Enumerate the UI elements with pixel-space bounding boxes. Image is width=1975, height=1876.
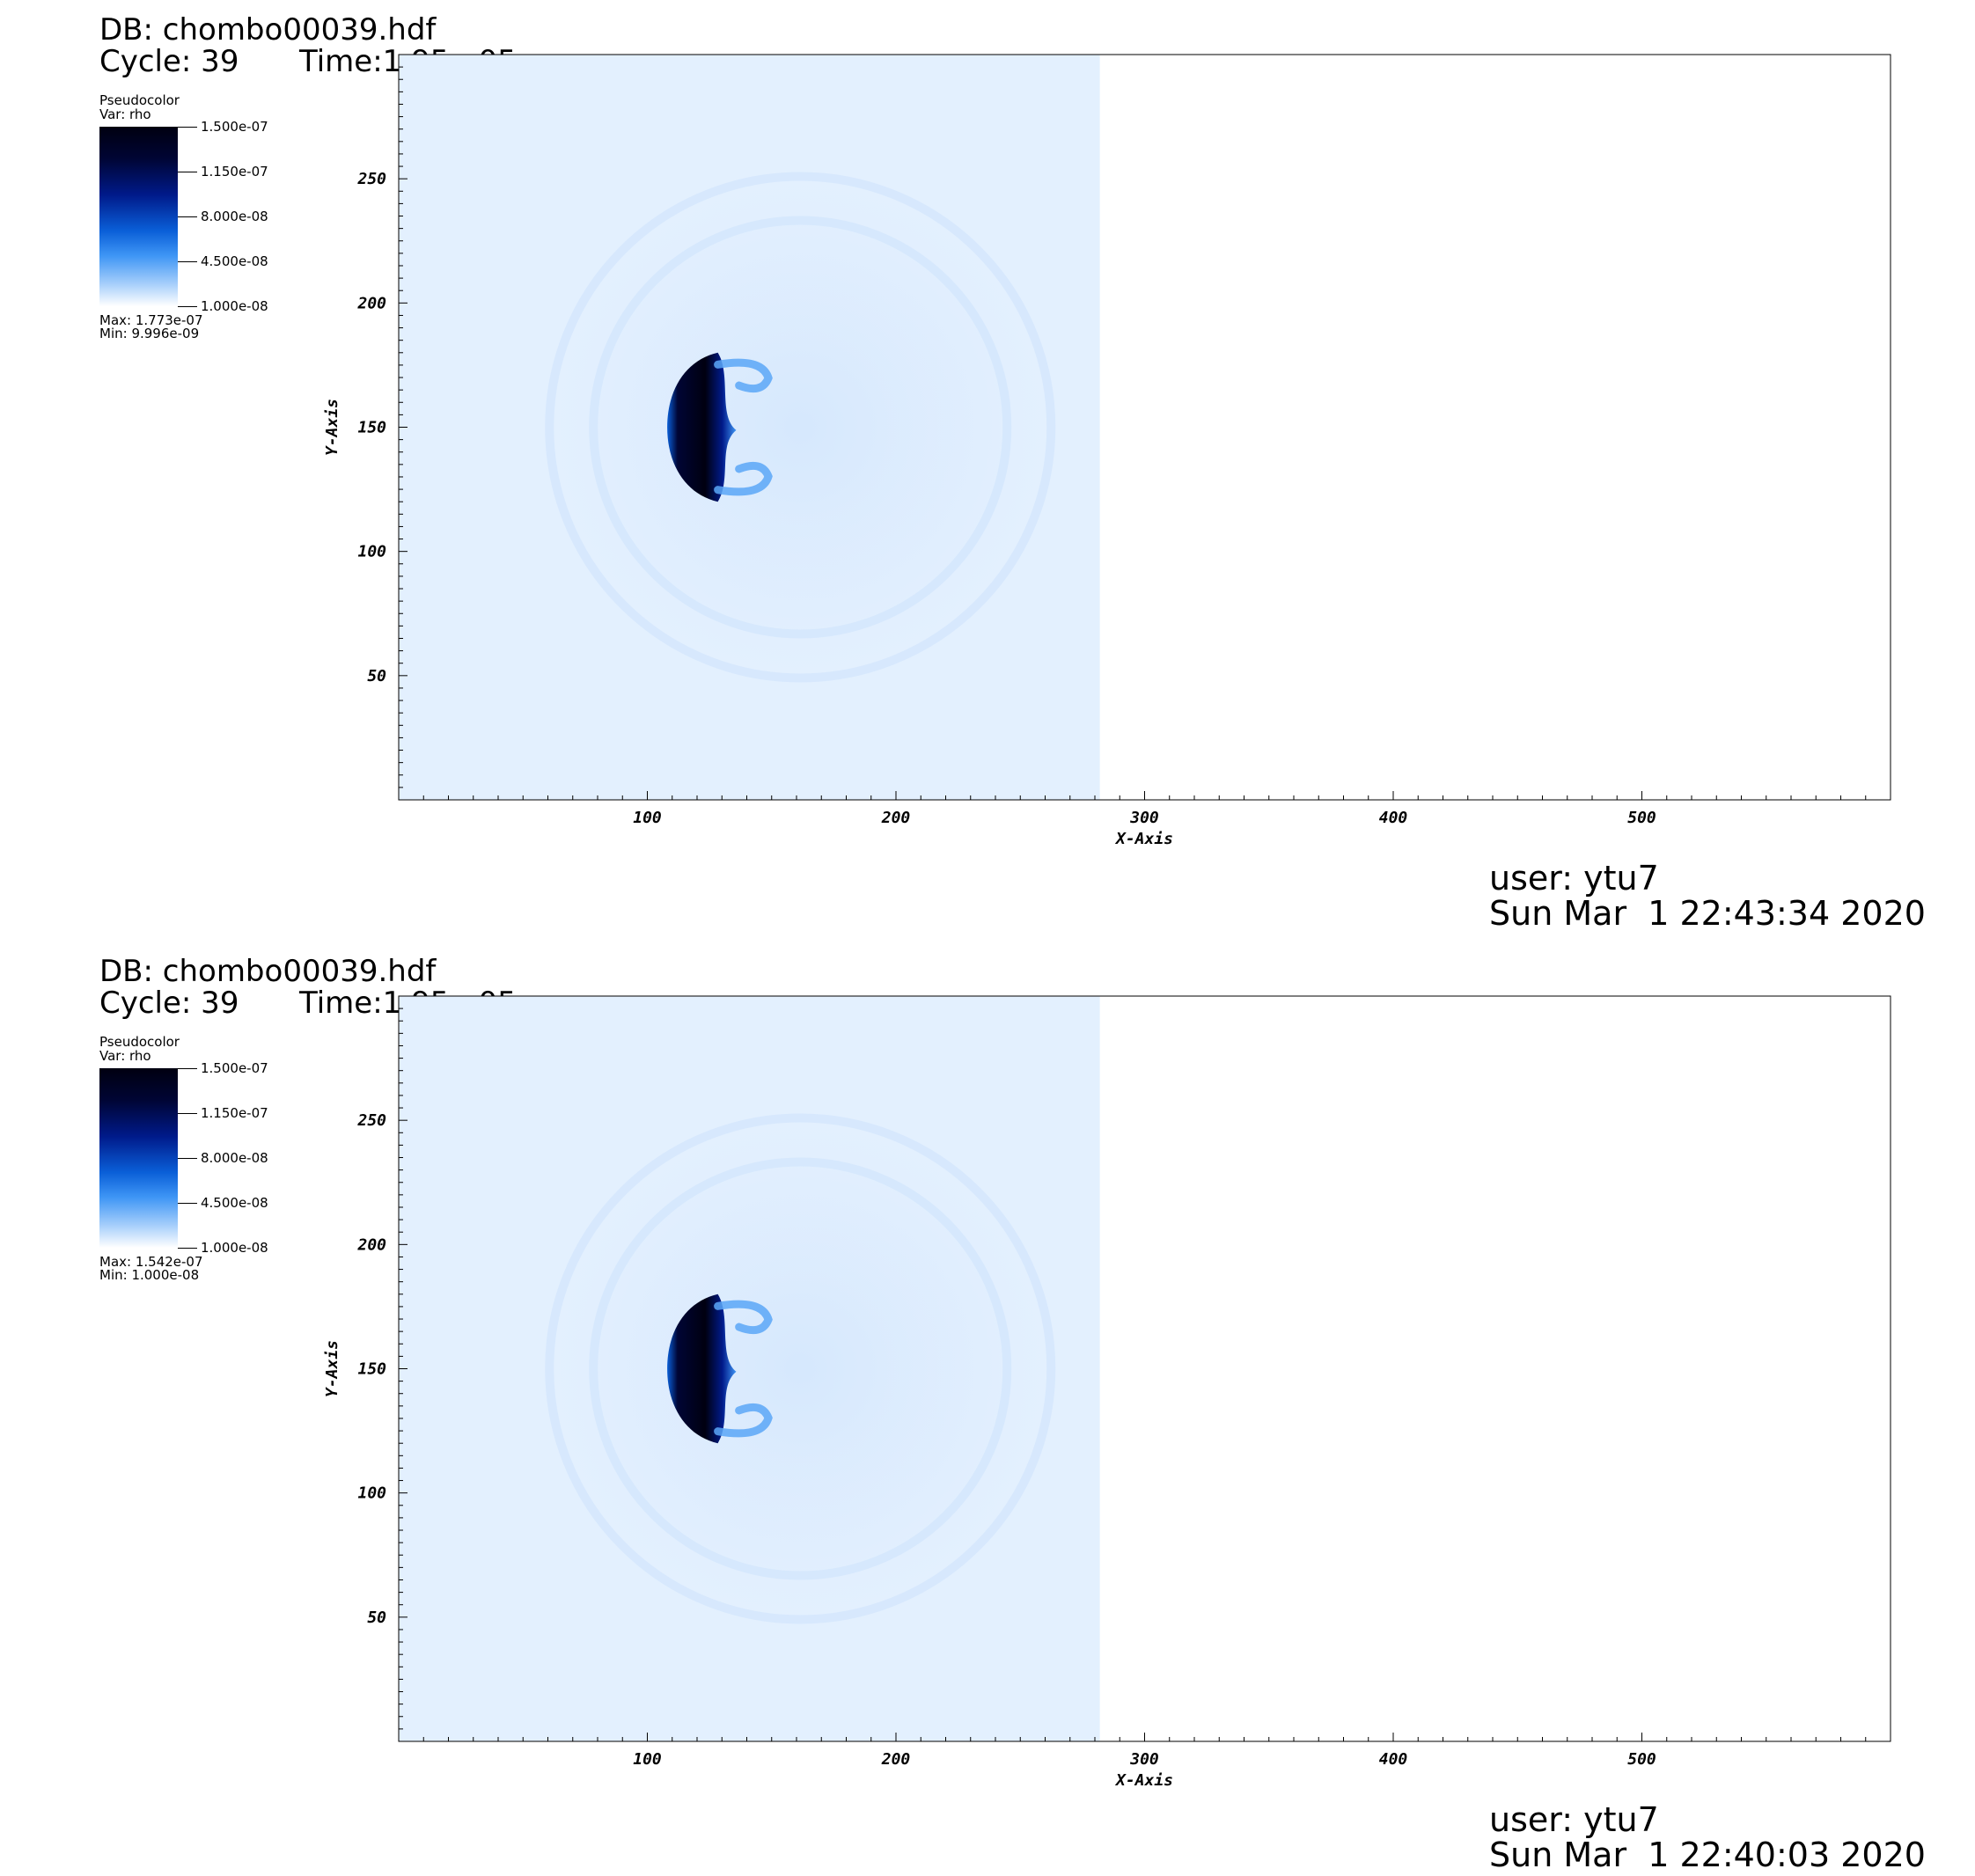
colorbar-tick-label: 1.500e-07: [201, 1060, 268, 1076]
vortex-tail: [714, 461, 773, 496]
x-tick-label: 400: [1379, 809, 1408, 827]
y-tick-label: 200: [356, 1235, 386, 1254]
colorbar-tick-label: 8.000e-08: [201, 1150, 268, 1166]
colorbar-tick: [178, 127, 197, 128]
legend-variable: Var: rho: [99, 106, 151, 122]
x-tick-label: 500: [1627, 809, 1656, 827]
user-label: user: ytu7: [1489, 1800, 1659, 1839]
y-tick-label: 150: [357, 1360, 386, 1379]
x-tick-label: 300: [1129, 809, 1159, 827]
x-axis-title: X-Axis: [1114, 1771, 1173, 1790]
vortex-tail: [714, 1403, 773, 1438]
plot-panel-2: DB: chombo00039.hdf Cycle: 39 Time:1.95e…: [0, 942, 1975, 1876]
x-tick-label: 400: [1379, 1750, 1408, 1769]
heatmap-plot: 100 200 300 400 500 50 100 150 200 250 X-Axis Y-Axi…: [323, 995, 1891, 1790]
vortex-tail: [714, 358, 773, 393]
colorbar-tick: [178, 261, 197, 262]
y-tick-label: 50: [367, 1609, 386, 1627]
x-tick-label: 200: [881, 809, 911, 827]
cycle-label: Cycle: 39: [99, 44, 239, 79]
colorbar-tick: [178, 216, 197, 217]
y-tick-label: 200: [356, 294, 386, 312]
x-tick-label: 100: [633, 809, 662, 827]
plot-panel-1: DB: chombo00039.hdf Cycle: 39 Time:1.95e…: [0, 0, 1975, 934]
shock-ring: [545, 1113, 1056, 1624]
colorbar-tick-label: 1.150e-07: [201, 1105, 268, 1121]
legend-max: Max: 1.542e-07: [99, 1254, 203, 1270]
vortex-tail: [714, 1300, 773, 1335]
x-axis-title: X-Axis: [1114, 830, 1173, 848]
date-label: Sun Mar 1 22:40:03 2020: [1489, 1836, 1926, 1874]
date-label: Sun Mar 1 22:43:34 2020: [1489, 894, 1926, 933]
shock-ring: [545, 172, 1056, 683]
db-label: DB: chombo00039.hdf: [99, 954, 437, 989]
y-tick-label: 100: [357, 543, 386, 561]
x-tick-label: 200: [881, 1750, 911, 1769]
y-axis-title: Y-Axis: [323, 399, 341, 456]
y-axis-title: Y-Axis: [323, 1340, 341, 1397]
colorbar-tick: [178, 306, 197, 307]
shock-ring: [589, 1157, 1012, 1580]
dense-blob: [667, 352, 737, 502]
colorbar-tick-label: 1.500e-07: [201, 119, 268, 135]
colorbar-tick-label: 1.000e-08: [201, 298, 268, 314]
y-tick-label: 50: [367, 667, 386, 685]
user-label: user: ytu7: [1489, 859, 1659, 898]
colorbar-tick-label: 1.000e-08: [201, 1240, 268, 1256]
colorbar-tick: [178, 1068, 197, 1069]
colorbar-tick: [178, 1203, 197, 1204]
cycle-label: Cycle: 39: [99, 986, 239, 1021]
db-label: DB: chombo00039.hdf: [99, 12, 437, 48]
colorbar-tick-label: 8.000e-08: [201, 209, 268, 224]
x-tick-label: 100: [633, 1750, 662, 1769]
colorbar-tick-label: 1.150e-07: [201, 164, 268, 180]
dense-blob: [667, 1293, 737, 1444]
y-tick-label: 100: [357, 1484, 386, 1503]
colorbar: [99, 1068, 178, 1248]
y-tick-label: 150: [357, 419, 386, 437]
colorbar-tick: [178, 1248, 197, 1249]
legend-max: Max: 1.773e-07: [99, 312, 203, 328]
colorbar-tick: [178, 1158, 197, 1159]
heatmap-plot: 100 200 300 400 500 50 100 150 200 250 X-Axis Y-Axi…: [323, 54, 1891, 848]
y-tick-label: 250: [356, 170, 386, 188]
legend-title: Pseudocolor: [99, 1034, 180, 1050]
colorbar-tick-label: 4.500e-08: [201, 253, 268, 269]
y-tick-label: 250: [356, 1111, 386, 1130]
shock-ring: [589, 216, 1012, 639]
x-tick-label: 300: [1129, 1750, 1159, 1769]
colorbar-tick: [178, 1113, 197, 1114]
x-tick-label: 500: [1627, 1750, 1656, 1769]
legend-min: Min: 1.000e-08: [99, 1267, 200, 1283]
legend-variable: Var: rho: [99, 1048, 151, 1064]
colorbar: [99, 127, 178, 306]
legend-title: Pseudocolor: [99, 92, 180, 108]
legend-min: Min: 9.996e-09: [99, 326, 200, 341]
colorbar-tick-label: 4.500e-08: [201, 1195, 268, 1211]
